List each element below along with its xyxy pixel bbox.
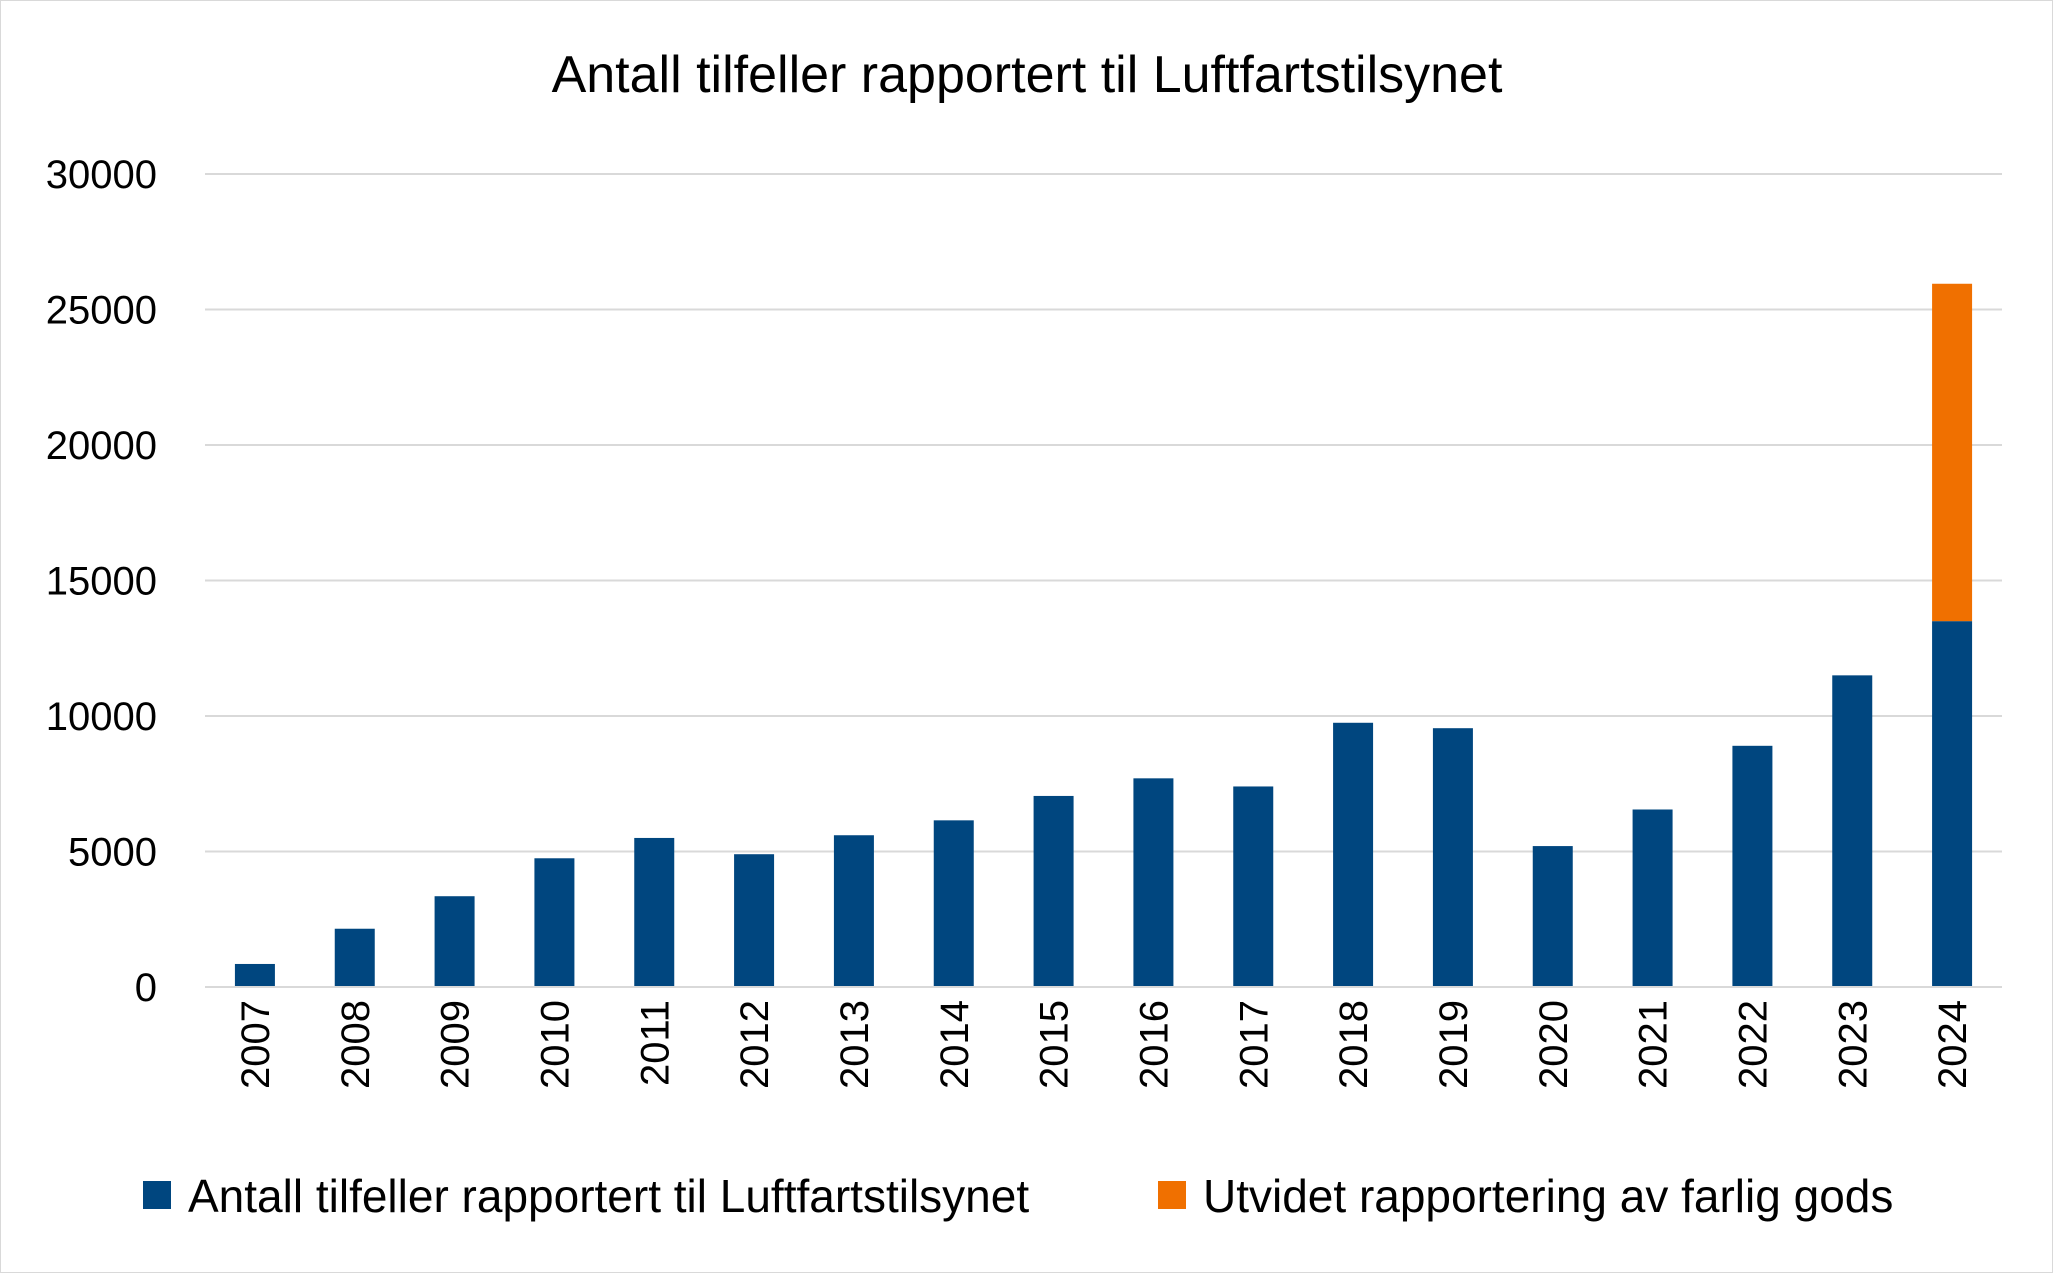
bar-2016-series-1 [1133, 778, 1174, 987]
bar-2024-series-1 [1932, 621, 1973, 987]
legend-label-2: Utvidet rapportering av farlig gods [1203, 1170, 1893, 1222]
bar-2017-series-1 [1233, 786, 1274, 987]
legend-swatch-2 [1158, 1181, 1186, 1209]
x-axis-ticks: 2007 2008 2009 2010 2011 2012 2013 2014 2015 2016… [234, 1000, 1975, 1089]
bar-2008-series-1 [334, 928, 375, 987]
y-tick-label: 5000 [68, 831, 157, 875]
gridlines [205, 173, 2002, 853]
x-tick-label-2019: 2019 [1432, 1000, 1476, 1089]
bar-2022-series-1 [1732, 745, 1773, 987]
x-tick-label-2018: 2018 [1332, 1000, 1376, 1089]
x-tick-label-2022: 2022 [1731, 1000, 1775, 1089]
bar-2019-series-1 [1432, 728, 1473, 987]
y-tick-label: 0 [135, 966, 157, 1010]
legend-swatch-1 [143, 1181, 171, 1209]
bar-2011-series-1 [634, 837, 675, 987]
x-tick-label-2024: 2024 [1931, 1000, 1975, 1089]
bar-2009-series-1 [434, 896, 475, 987]
y-tick-label: 20000 [46, 424, 157, 468]
bar-2013-series-1 [833, 835, 874, 987]
bar-2007-series-1 [234, 963, 275, 987]
bar-2015-series-1 [1033, 795, 1074, 987]
x-tick-label-2009: 2009 [434, 1000, 478, 1089]
y-axis-ticks: 0 5000 10000 15000 20000 25000 30000 [46, 153, 157, 1010]
bar-2014-series-1 [933, 820, 974, 987]
bar-2024-series-2 [1932, 283, 1973, 622]
x-tick-label-2008: 2008 [334, 1000, 378, 1089]
y-tick-label: 10000 [46, 695, 157, 739]
bar-2021-series-1 [1632, 809, 1673, 987]
legend: Antall tilfeller rapportert til Luftfart… [143, 1170, 1893, 1222]
legend-label-1: Antall tilfeller rapportert til Luftfart… [188, 1170, 1029, 1222]
y-tick-label: 15000 [46, 560, 157, 604]
x-tick-label-2012: 2012 [733, 1000, 777, 1089]
x-tick-label-2015: 2015 [1033, 1000, 1077, 1089]
bars [234, 283, 1973, 987]
x-tick-label-2007: 2007 [234, 1000, 278, 1089]
bar-2023-series-1 [1832, 675, 1873, 987]
y-tick-label: 30000 [46, 153, 157, 197]
x-tick-label-2010: 2010 [533, 1000, 577, 1089]
bar-2010-series-1 [534, 858, 575, 987]
x-tick-label-2017: 2017 [1232, 1000, 1276, 1089]
x-tick-label-2021: 2021 [1632, 1000, 1676, 1089]
x-tick-label-2014: 2014 [933, 1000, 977, 1089]
x-tick-label-2023: 2023 [1831, 1000, 1875, 1089]
x-tick-label-2020: 2020 [1532, 1000, 1576, 1089]
x-tick-label-2011: 2011 [633, 1000, 677, 1086]
y-tick-label: 25000 [46, 289, 157, 333]
bar-2020-series-1 [1532, 846, 1573, 987]
x-tick-label-2013: 2013 [833, 1000, 877, 1089]
x-tick-label-2016: 2016 [1132, 1000, 1176, 1089]
bar-2012-series-1 [734, 854, 775, 987]
bar-2018-series-1 [1333, 722, 1374, 987]
chart-title: Antall tilfeller rapportert til Luftfart… [552, 46, 1503, 104]
